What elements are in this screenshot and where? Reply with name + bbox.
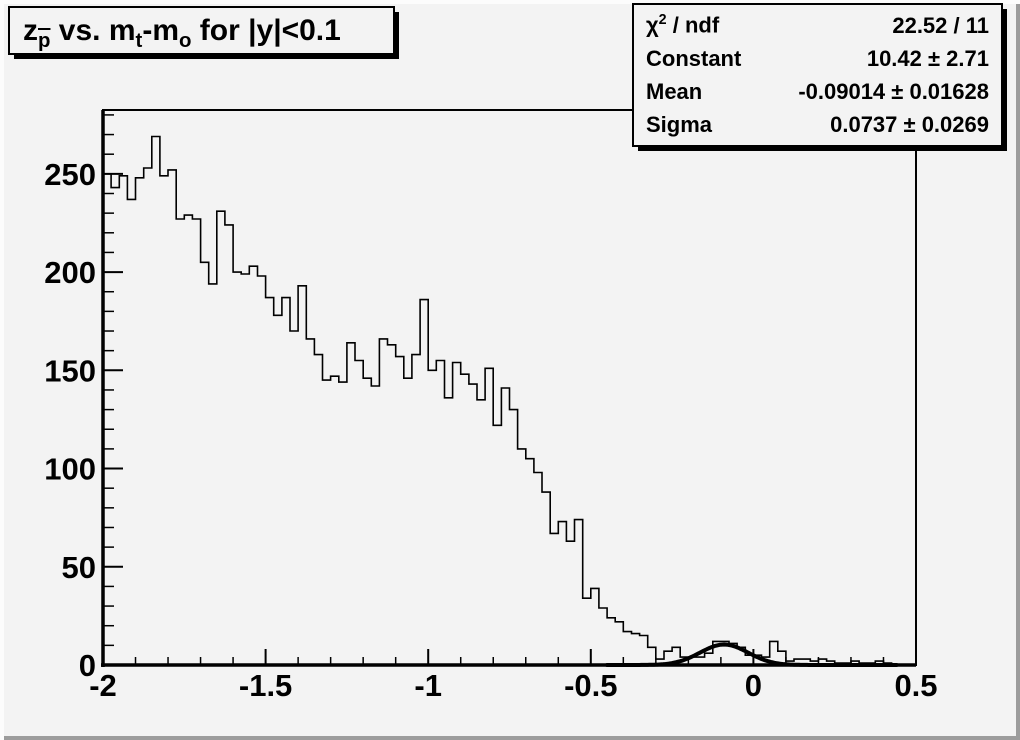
stats-row-mean: Mean -0.09014 ± 0.01628 [646,79,989,105]
stats-row-sigma: Sigma 0.0737 ± 0.0269 [646,112,989,138]
x-tick-label: -0.5 [564,668,617,703]
y-tick-label: 100 [44,452,96,487]
y-tick-label: 150 [44,353,96,388]
stats-row-chi2: χ2 / ndf 22.52 / 11 [646,12,989,38]
stats-label-sigma: Sigma [646,111,713,137]
y-tick-label: 250 [44,157,96,192]
stats-label-constant: Constant [646,45,742,71]
x-tick-label: -1 [414,668,442,703]
x-tick-label: 0 [745,668,762,703]
stats-value-mean: -0.09014 ± 0.01628 [798,78,989,104]
stats-value-constant: 10.42 ± 2.71 [866,45,989,71]
plot-title: zp vs. mt-mo for |y|<0.1 [23,13,341,52]
stats-value-sigma: 0.0737 ± 0.0269 [830,111,989,137]
x-tick-label: -2 [89,668,117,703]
stats-box: χ2 / ndf 22.52 / 11 Constant 10.42 ± 2.7… [632,3,1003,147]
x-tick-label: 0.5 [894,668,937,703]
stats-label-chi2: χ2 / ndf [646,12,720,38]
histogram-steps [103,135,916,666]
y-tick-label: 0 [79,648,96,683]
y-tick-label: 50 [62,550,96,585]
x-tick-label: -1.5 [239,668,292,703]
gaussian-fit-curve [605,642,899,667]
stats-row-constant: Constant 10.42 ± 2.71 [646,46,989,72]
title-box: zp vs. mt-mo for |y|<0.1 [8,6,395,55]
y-tick-label: 200 [44,255,96,290]
stats-value-chi2: 22.52 / 11 [892,12,989,38]
stats-label-mean: Mean [646,78,703,104]
